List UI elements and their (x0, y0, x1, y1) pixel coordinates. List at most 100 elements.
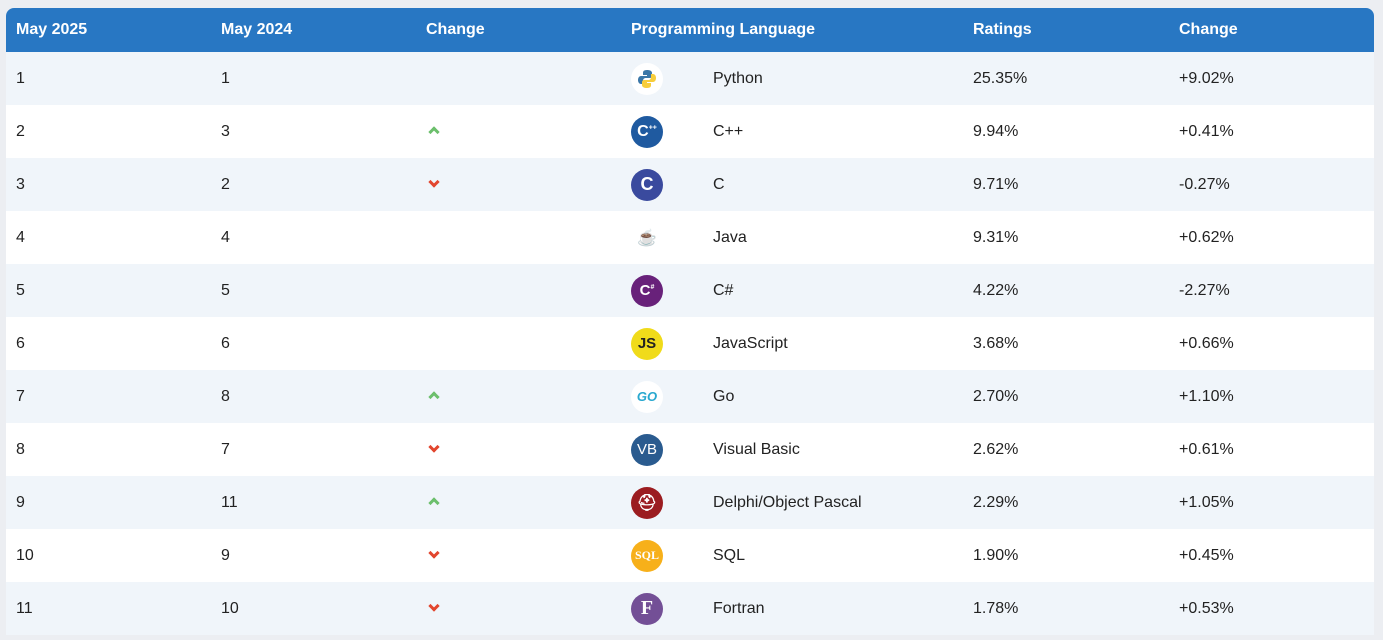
header-may-2024: May 2024 (211, 8, 416, 52)
language-name: C++ (703, 105, 963, 158)
csharp-icon: C# (631, 274, 663, 307)
rating: 1.90% (963, 529, 1169, 582)
language-logo-cell: C# (621, 264, 703, 317)
rating: 4.22% (963, 264, 1169, 317)
rating-change: +1.05% (1169, 476, 1374, 529)
table-row: 4 4 ☕ Java 9.31% +0.62% (6, 211, 1374, 264)
language-name: JavaScript (703, 317, 963, 370)
rating: 3.68% (963, 317, 1169, 370)
rating-change: +0.61% (1169, 423, 1374, 476)
language-logo-cell: ☕ (621, 211, 703, 264)
rating-change: +9.02% (1169, 52, 1374, 105)
language-logo-cell: C (621, 158, 703, 211)
rating-change: +0.53% (1169, 582, 1374, 635)
language-name: Go (703, 370, 963, 423)
rating-change: -0.27% (1169, 158, 1374, 211)
table-row: 5 5 C# C# 4.22% -2.27% (6, 264, 1374, 317)
python-icon (631, 62, 663, 95)
rating: 9.71% (963, 158, 1169, 211)
rank-change (416, 529, 621, 582)
table-row: 7 8 GO Go 2.70% +1.10% (6, 370, 1374, 423)
rank-2024: 1 (211, 52, 416, 105)
table-row: 1 1 Python 25.35% +9.02% (6, 52, 1374, 105)
arrow-up-icon (428, 125, 440, 138)
table-row: 3 2 C C 9.71% -0.27% (6, 158, 1374, 211)
rating: 25.35% (963, 52, 1169, 105)
rank-change (416, 317, 621, 370)
language-logo-cell: SQL (621, 529, 703, 582)
delphi-icon: ⛑ (631, 486, 663, 519)
rank-change (416, 582, 621, 635)
rank-2025: 1 (6, 52, 211, 105)
language-name: Fortran (703, 582, 963, 635)
rank-2024: 9 (211, 529, 416, 582)
rank-2024: 10 (211, 582, 416, 635)
rank-2025: 4 (6, 211, 211, 264)
table-row: 11 10 F Fortran 1.78% +0.53% (6, 582, 1374, 635)
rank-2024: 2 (211, 158, 416, 211)
header-change-rating: Change (1169, 8, 1374, 52)
language-logo-cell: ⛑ (621, 476, 703, 529)
language-logo-cell: VB (621, 423, 703, 476)
javascript-icon: JS (631, 327, 663, 360)
arrow-down-icon (428, 599, 440, 612)
language-logo-cell: F (621, 582, 703, 635)
rank-2024: 7 (211, 423, 416, 476)
rating-change: +1.10% (1169, 370, 1374, 423)
rank-2025: 8 (6, 423, 211, 476)
rank-2024: 6 (211, 317, 416, 370)
rank-2025: 9 (6, 476, 211, 529)
rating: 2.62% (963, 423, 1169, 476)
rank-change (416, 158, 621, 211)
arrow-down-icon (428, 546, 440, 559)
go-icon: GO (631, 380, 663, 413)
ranking-table: May 2025 May 2024 Change Programming Lan… (6, 8, 1374, 635)
rating-change: -2.27% (1169, 264, 1374, 317)
table-row: 10 9 SQL SQL 1.90% +0.45% (6, 529, 1374, 582)
language-name: Visual Basic (703, 423, 963, 476)
java-icon: ☕ (631, 221, 663, 254)
rank-2025: 6 (6, 317, 211, 370)
tiobe-table-container: May 2025 May 2024 Change Programming Lan… (6, 8, 1374, 635)
rating-change: +0.62% (1169, 211, 1374, 264)
rating: 9.31% (963, 211, 1169, 264)
rank-2025: 2 (6, 105, 211, 158)
language-name: SQL (703, 529, 963, 582)
rating-change: +0.66% (1169, 317, 1374, 370)
rating-change: +0.45% (1169, 529, 1374, 582)
rating: 2.70% (963, 370, 1169, 423)
table-header: May 2025 May 2024 Change Programming Lan… (6, 8, 1374, 52)
rank-2024: 8 (211, 370, 416, 423)
c-icon: C (631, 168, 663, 201)
language-name: C (703, 158, 963, 211)
arrow-up-icon (428, 390, 440, 403)
rank-2025: 5 (6, 264, 211, 317)
language-logo-cell: C++ (621, 105, 703, 158)
language-name: C# (703, 264, 963, 317)
rating-change: +0.41% (1169, 105, 1374, 158)
table-row: 6 6 JS JavaScript 3.68% +0.66% (6, 317, 1374, 370)
rank-change (416, 476, 621, 529)
fortran-icon: F (631, 592, 663, 625)
header-change-rank: Change (416, 8, 621, 52)
table-row: 8 7 VB Visual Basic 2.62% +0.61% (6, 423, 1374, 476)
rank-change (416, 52, 621, 105)
rank-2025: 7 (6, 370, 211, 423)
arrow-up-icon (428, 496, 440, 509)
rank-2025: 10 (6, 529, 211, 582)
language-logo-cell (621, 52, 703, 105)
language-name: Python (703, 52, 963, 105)
rank-change (416, 211, 621, 264)
rank-change (416, 264, 621, 317)
language-logo-cell: GO (621, 370, 703, 423)
language-logo-cell: JS (621, 317, 703, 370)
rank-change (416, 105, 621, 158)
header-ratings: Ratings (963, 8, 1169, 52)
rating: 2.29% (963, 476, 1169, 529)
rank-2025: 11 (6, 582, 211, 635)
rating: 9.94% (963, 105, 1169, 158)
rank-2024: 11 (211, 476, 416, 529)
table-row: 2 3 C++ C++ 9.94% +0.41% (6, 105, 1374, 158)
language-name: Java (703, 211, 963, 264)
rank-change (416, 423, 621, 476)
